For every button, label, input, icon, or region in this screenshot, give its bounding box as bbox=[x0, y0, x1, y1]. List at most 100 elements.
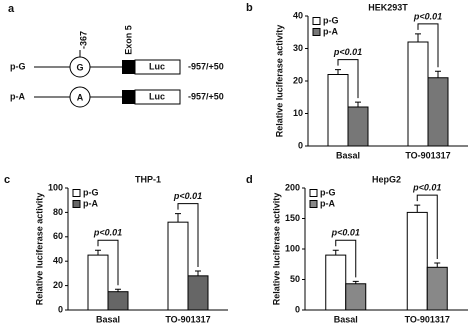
x-tick-label: TO-901317 bbox=[405, 314, 450, 324]
chart: d HepG2 Relative luciferase activity 0 50 100… bbox=[246, 174, 468, 324]
chart: c THP-1 Relative luciferase activity 0 20 40 6… bbox=[4, 174, 228, 324]
construct: p-A A Luc -957/+50 bbox=[10, 86, 224, 108]
y-tick-label: 100 bbox=[285, 243, 300, 253]
bar bbox=[107, 291, 129, 311]
y-tick-label: 10 bbox=[293, 108, 303, 118]
legend-swatch bbox=[309, 200, 318, 208]
x-tick-label: Basal bbox=[336, 150, 360, 160]
chart-title: HEK293T bbox=[368, 2, 408, 12]
error-bar bbox=[335, 69, 341, 75]
bar bbox=[167, 221, 189, 311]
panel-label: b bbox=[246, 2, 253, 14]
y-axis-label: Relative luciferase activity bbox=[274, 25, 284, 138]
construct: p-G G Luc -957/+50 bbox=[10, 56, 224, 78]
legend-label: p-G bbox=[83, 187, 99, 197]
legend-swatch bbox=[309, 189, 318, 197]
y-tick-label: 80 bbox=[53, 207, 63, 217]
exon-box bbox=[122, 90, 135, 104]
chart-title: HepG2 bbox=[372, 174, 401, 184]
y-tick-label: 50 bbox=[290, 274, 300, 284]
error-bar bbox=[175, 213, 181, 223]
error-bar bbox=[355, 101, 361, 107]
panel-label: a bbox=[8, 3, 15, 15]
diagram: a -367 Exon 5 p-G G Luc -957/+50 p-A A L… bbox=[8, 3, 224, 108]
annotation: p<0.01 bbox=[333, 47, 362, 57]
y-tick-label: 20 bbox=[293, 75, 303, 85]
y-tick-label: 150 bbox=[285, 213, 300, 223]
y-tick-label: 200 bbox=[285, 182, 300, 192]
legend-swatch bbox=[312, 17, 321, 25]
error-bar bbox=[332, 249, 339, 256]
legend-label: p-A bbox=[323, 26, 338, 36]
allele-circle bbox=[69, 86, 91, 108]
exon-label: Exon 5 bbox=[123, 25, 133, 55]
range: -957/+50 bbox=[188, 61, 224, 71]
position-label: -367 bbox=[78, 31, 88, 49]
bar bbox=[327, 74, 349, 147]
annotation: p<0.01 bbox=[412, 182, 441, 192]
x-tick-label: Basal bbox=[334, 314, 358, 324]
legend-swatch bbox=[72, 200, 81, 208]
significance-bracket bbox=[417, 23, 439, 68]
bar bbox=[406, 211, 428, 311]
chart: b HEK293T Relative luciferase activity 0 10 2… bbox=[246, 2, 468, 160]
error-bar bbox=[414, 204, 421, 213]
y-tick-label: 30 bbox=[293, 43, 303, 53]
legend-label: p-A bbox=[320, 198, 335, 208]
legend-label: p-G bbox=[320, 187, 336, 197]
y-axis-label: Relative luciferase activity bbox=[34, 193, 44, 306]
annotation: p<0.01 bbox=[413, 11, 442, 21]
chart-title: THP-1 bbox=[135, 174, 161, 184]
x-tick-label: TO-901317 bbox=[165, 314, 210, 324]
bar bbox=[345, 283, 367, 311]
error-bar bbox=[352, 280, 359, 284]
error-bar bbox=[434, 262, 441, 268]
y-tick-label: 40 bbox=[293, 10, 303, 20]
significance-bracket bbox=[335, 239, 357, 278]
y-tick-label: 20 bbox=[53, 280, 63, 290]
bar bbox=[407, 41, 429, 147]
bar bbox=[187, 275, 209, 311]
annotation: p<0.01 bbox=[173, 191, 202, 201]
reporter: Luc bbox=[149, 61, 165, 71]
allele: G bbox=[76, 62, 83, 72]
legend-label: p-A bbox=[83, 198, 98, 208]
error-bar bbox=[115, 288, 121, 292]
error-bar bbox=[435, 70, 441, 78]
panel-label: c bbox=[4, 174, 10, 186]
legend-swatch bbox=[72, 189, 81, 197]
error-bar bbox=[195, 270, 201, 276]
x-tick-label: Basal bbox=[96, 314, 120, 324]
exon-box bbox=[122, 60, 135, 74]
y-tick-label: 0 bbox=[295, 304, 300, 314]
significance-bracket bbox=[337, 59, 359, 99]
legend-swatch bbox=[312, 28, 321, 36]
bar bbox=[426, 266, 448, 311]
luc-box bbox=[134, 59, 181, 75]
y-tick-label: 60 bbox=[53, 231, 63, 241]
significance-bracket bbox=[177, 203, 199, 267]
significance-bracket bbox=[97, 239, 119, 286]
bar bbox=[87, 254, 109, 311]
y-axis-label: Relative luciferase activity bbox=[271, 193, 281, 306]
construct-name: p-G bbox=[10, 61, 26, 71]
construct-name: p-A bbox=[10, 91, 25, 101]
legend-label: p-G bbox=[323, 15, 339, 25]
range: -957/+50 bbox=[188, 91, 224, 101]
reporter: Luc bbox=[149, 91, 165, 101]
annotation: p<0.01 bbox=[93, 228, 122, 238]
error-bar bbox=[415, 33, 421, 42]
panel-label: d bbox=[246, 174, 253, 186]
bar bbox=[347, 106, 369, 147]
bar bbox=[427, 77, 449, 147]
bar bbox=[325, 254, 347, 311]
x-tick-label: TO-901317 bbox=[405, 150, 450, 160]
error-bar bbox=[95, 249, 101, 256]
y-tick-label: 0 bbox=[298, 140, 303, 150]
y-tick-label: 0 bbox=[58, 304, 63, 314]
significance-bracket bbox=[416, 194, 438, 260]
y-tick-label: 40 bbox=[53, 256, 63, 266]
annotation: p<0.01 bbox=[331, 228, 360, 238]
y-tick-label: 100 bbox=[48, 182, 63, 192]
